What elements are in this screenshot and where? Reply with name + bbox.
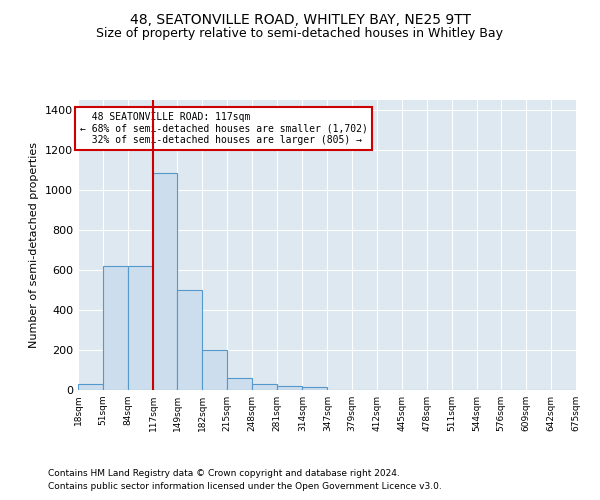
Text: Contains HM Land Registry data © Crown copyright and database right 2024.: Contains HM Land Registry data © Crown c… (48, 468, 400, 477)
Text: 48 SEATONVILLE ROAD: 117sqm
← 68% of semi-detached houses are smaller (1,702)
  : 48 SEATONVILLE ROAD: 117sqm ← 68% of sem… (80, 112, 367, 145)
Bar (253, 384, 277, 390)
Bar (103, 266, 128, 390)
Bar (227, 378, 253, 390)
Bar (177, 290, 202, 390)
Bar (78, 384, 103, 390)
Bar (277, 386, 302, 390)
Y-axis label: Number of semi-detached properties: Number of semi-detached properties (29, 142, 40, 348)
Bar (128, 266, 153, 390)
Bar (202, 350, 227, 390)
Bar (302, 387, 328, 390)
Text: Contains public sector information licensed under the Open Government Licence v3: Contains public sector information licen… (48, 482, 442, 491)
Bar (153, 173, 177, 390)
Text: 48, SEATONVILLE ROAD, WHITLEY BAY, NE25 9TT: 48, SEATONVILLE ROAD, WHITLEY BAY, NE25 … (130, 12, 470, 26)
Text: Size of property relative to semi-detached houses in Whitley Bay: Size of property relative to semi-detach… (97, 28, 503, 40)
